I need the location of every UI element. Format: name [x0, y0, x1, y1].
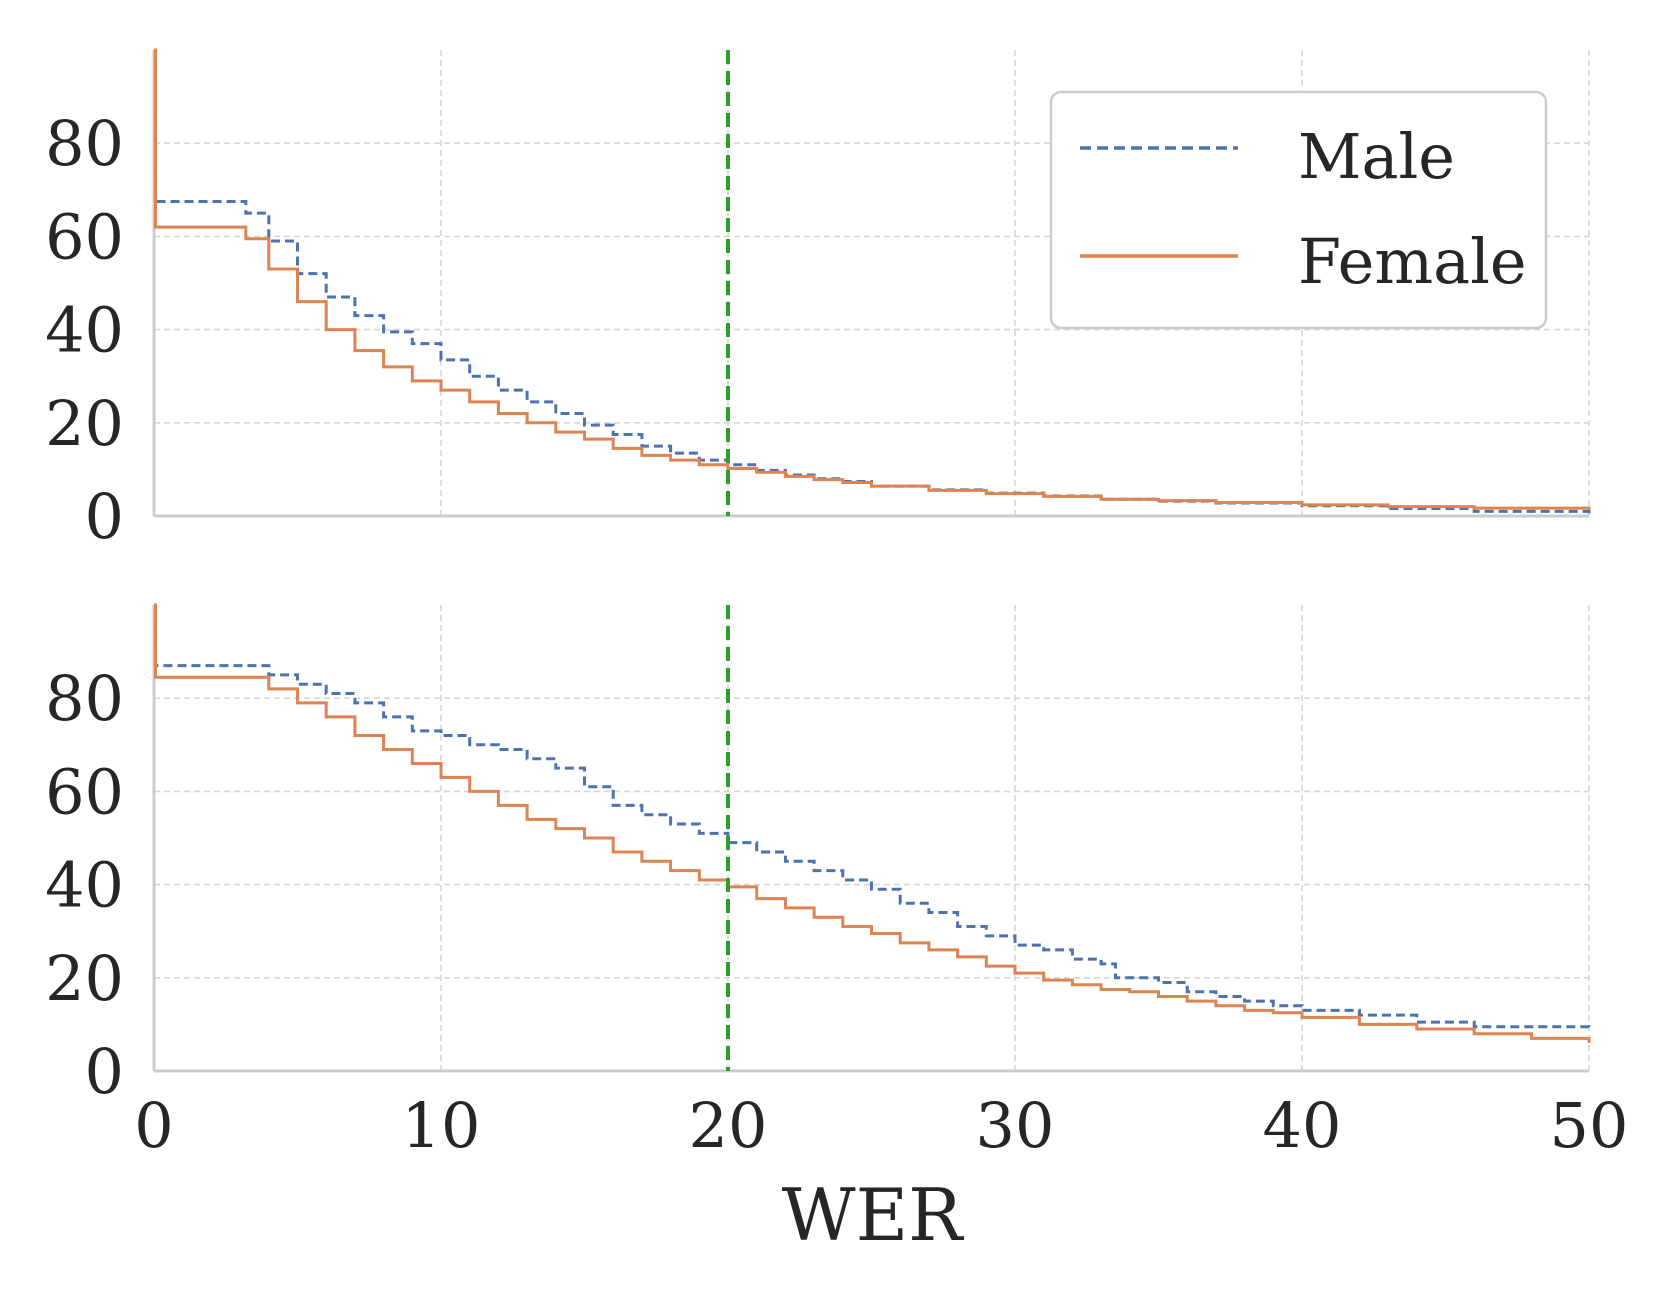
y-tick-label: 0 [85, 1035, 124, 1108]
top-panel: 0 20 40 60 80 [45, 48, 1591, 553]
x-tick-label: 30 [976, 1089, 1055, 1162]
x-tick-label: 50 [1550, 1089, 1629, 1162]
legend-frame [1049, 90, 1548, 330]
legend: Male Female [1049, 90, 1548, 330]
legend-label-male: Male [1298, 120, 1455, 193]
x-tick-label: 10 [402, 1089, 481, 1162]
x-tick-label: 20 [689, 1089, 768, 1162]
y-tick-label: 40 [45, 294, 124, 367]
series-line-female [153, 48, 1591, 510]
x-tick-label: 0 [134, 1089, 173, 1162]
y-tick-label: 80 [45, 107, 124, 180]
series-line-male [153, 603, 1591, 1030]
series-line-female [153, 603, 1591, 1044]
series-line-male [153, 48, 1591, 514]
x-axis-title: WER [782, 1173, 965, 1257]
bottom-panel: 0 20 40 60 80 0 10 20 30 40 50 [45, 603, 1629, 1162]
y-tick-label: 40 [45, 849, 124, 922]
y-tick-label: 20 [45, 387, 124, 460]
y-tick-label: 20 [45, 942, 124, 1015]
y-tick-label: 60 [45, 200, 124, 273]
legend-label-female: Female [1298, 225, 1527, 298]
y-tick-label: 60 [45, 755, 124, 828]
y-tick-label: 0 [85, 480, 124, 553]
x-tick-label: 40 [1263, 1089, 1342, 1162]
y-tick-label: 80 [45, 662, 124, 735]
